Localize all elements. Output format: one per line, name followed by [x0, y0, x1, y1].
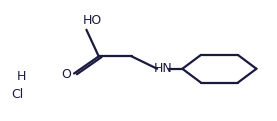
Text: Cl: Cl — [11, 88, 24, 101]
Text: HN: HN — [154, 62, 173, 75]
Text: HO: HO — [83, 14, 102, 27]
Text: H: H — [16, 70, 26, 83]
Text: O: O — [61, 68, 71, 81]
